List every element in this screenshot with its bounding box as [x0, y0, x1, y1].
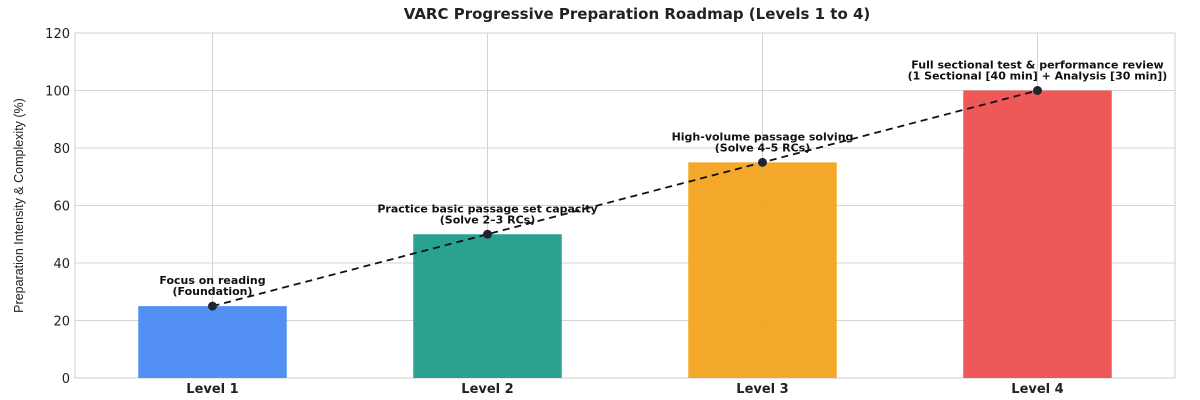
annotation-line: High-volume passage solving — [672, 130, 854, 143]
annotation-1: Focus on reading(Foundation) — [159, 274, 265, 298]
x-tick-label: Level 4 — [1011, 382, 1063, 397]
annotation-layer: Focus on reading(Foundation) Practice bas… — [159, 59, 1167, 299]
trend-point — [758, 157, 767, 167]
y-tick-layer: 0 20 40 60 80 100 120 — [45, 27, 70, 387]
bar-level-3 — [688, 162, 837, 378]
y-tick-label: 120 — [45, 27, 70, 42]
annotation-line: (Solve 4–5 RCs) — [715, 141, 811, 154]
trend-point — [1033, 86, 1042, 95]
annotation-line: (1 Sectional [40 min] + Analysis [30 min… — [908, 70, 1168, 83]
plot-frame — [74, 32, 1176, 379]
y-tick-label: 0 — [62, 372, 70, 387]
trend-point — [483, 229, 492, 239]
annotation-line: Practice basic passage set capacity — [377, 202, 597, 215]
x-tick-label: Level 2 — [461, 382, 513, 397]
bar-level-2 — [413, 234, 562, 378]
bar-level-4 — [963, 90, 1112, 378]
y-tick-label: 40 — [53, 257, 70, 272]
x-tick-label: Level 3 — [736, 382, 788, 397]
annotation-line: Focus on reading — [159, 274, 265, 287]
annotation-2: Practice basic passage set capacity(Solv… — [377, 202, 597, 226]
x-tick-label: Level 1 — [186, 382, 238, 397]
chart-title: VARC Progressive Preparation Roadmap (Le… — [404, 5, 871, 23]
annotation-line: (Solve 2–3 RCs) — [440, 213, 536, 226]
annotation-line: (Foundation) — [172, 285, 252, 298]
bar-level-1 — [138, 306, 287, 378]
annotation-3: High-volume passage solving(Solve 4–5 RC… — [672, 130, 854, 154]
y-tick-label: 80 — [53, 142, 70, 157]
y-tick-label: 100 — [45, 85, 70, 100]
annotation-line: Full sectional test & performance review — [911, 59, 1163, 72]
x-tick-layer: Level 1 Level 2 Level 3 Level 4 — [186, 382, 1063, 397]
annotation-4: Full sectional test & performance review… — [908, 59, 1168, 83]
trend-point — [208, 301, 217, 311]
trend-line — [212, 89, 1038, 307]
bars-layer — [138, 90, 1112, 378]
y-tick-label: 20 — [53, 315, 70, 330]
y-tick-label: 60 — [53, 200, 70, 215]
y-axis-label: Preparation Intensity & Complexity (%) — [12, 98, 26, 313]
trend-layer — [208, 86, 1042, 311]
